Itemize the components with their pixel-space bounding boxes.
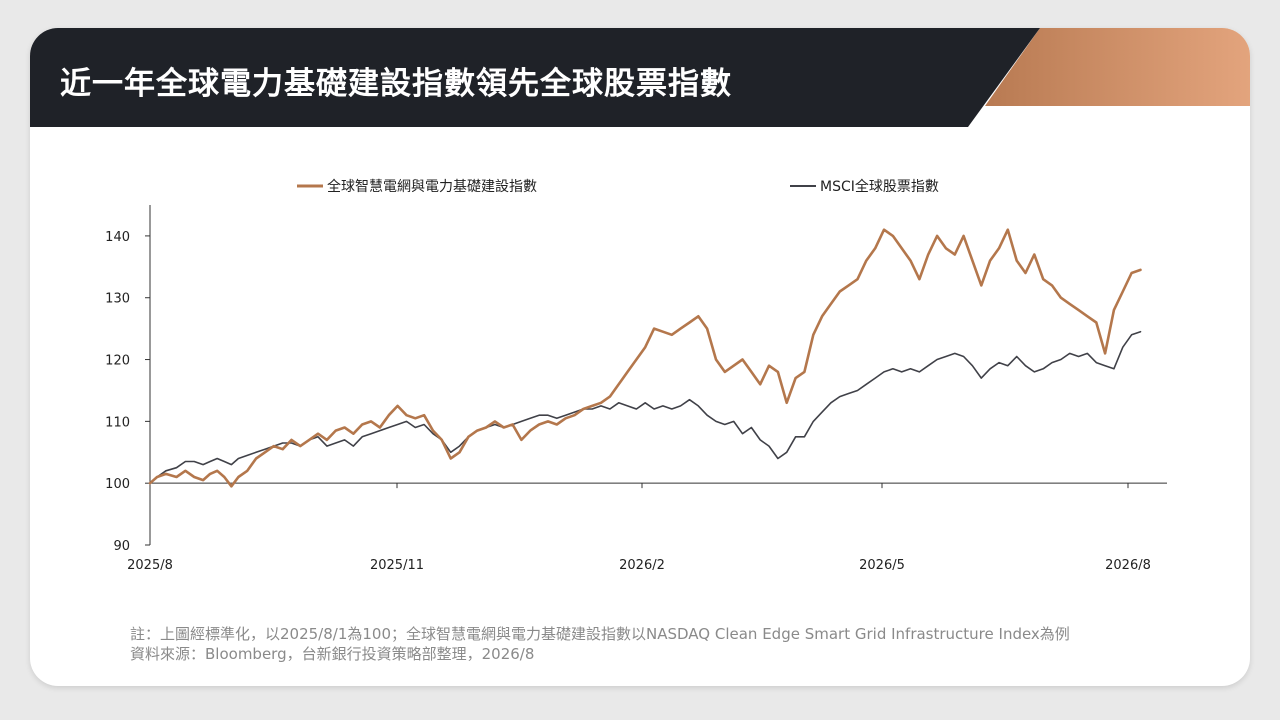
y-tick-label: 90	[113, 539, 130, 554]
x-tick-label: 2026/2	[619, 558, 665, 573]
page-title: 近一年全球電力基礎建設指數領先全球股票指數	[60, 66, 732, 102]
footnote-note: 註：上圖經標準化，以2025/8/1為100；全球智慧電網與電力基礎建設指數以N…	[130, 625, 1070, 643]
chart-axes: 90 100 110 120 130 140 2025/8 2025/11 2026/2 2026…	[105, 205, 1167, 573]
slide-card: 近一年全球電力基礎建設指數領先全球股票指數 註：上圖經標準化，以2025/8/1…	[30, 28, 1250, 686]
header-dark-band	[30, 28, 1040, 127]
footnote-source: 資料來源：Bloomberg，台新銀行投資策略部整理，2026/8	[130, 645, 535, 663]
y-tick-label: 140	[105, 230, 130, 245]
y-tick-label: 100	[105, 477, 130, 492]
legend-label-msci: MSCI全球股票指數	[820, 178, 939, 195]
x-tick-label: 2026/8	[1105, 558, 1151, 573]
header-bar	[30, 28, 1250, 127]
header-accent	[985, 28, 1250, 106]
series-line-grid-index	[148, 228, 1142, 488]
footnote: 註：上圖經標準化，以2025/8/1為100；全球智慧電網與電力基礎建設指數以N…	[130, 624, 1230, 664]
y-tick-label: 120	[105, 354, 130, 369]
x-tick-label: 2025/11	[370, 558, 424, 573]
chart-legend: 全球智慧電網與電力基礎建設指數 MSCI全球股票指數	[297, 178, 939, 195]
legend-label-grid: 全球智慧電網與電力基礎建設指數	[327, 178, 537, 195]
x-tick-label: 2026/5	[859, 558, 905, 573]
chart-plot	[148, 228, 1142, 488]
y-tick-label: 130	[105, 292, 130, 307]
x-tick-label: 2025/8	[127, 558, 173, 573]
series-line-msci	[149, 330, 1142, 484]
y-tick-label: 110	[105, 415, 130, 430]
